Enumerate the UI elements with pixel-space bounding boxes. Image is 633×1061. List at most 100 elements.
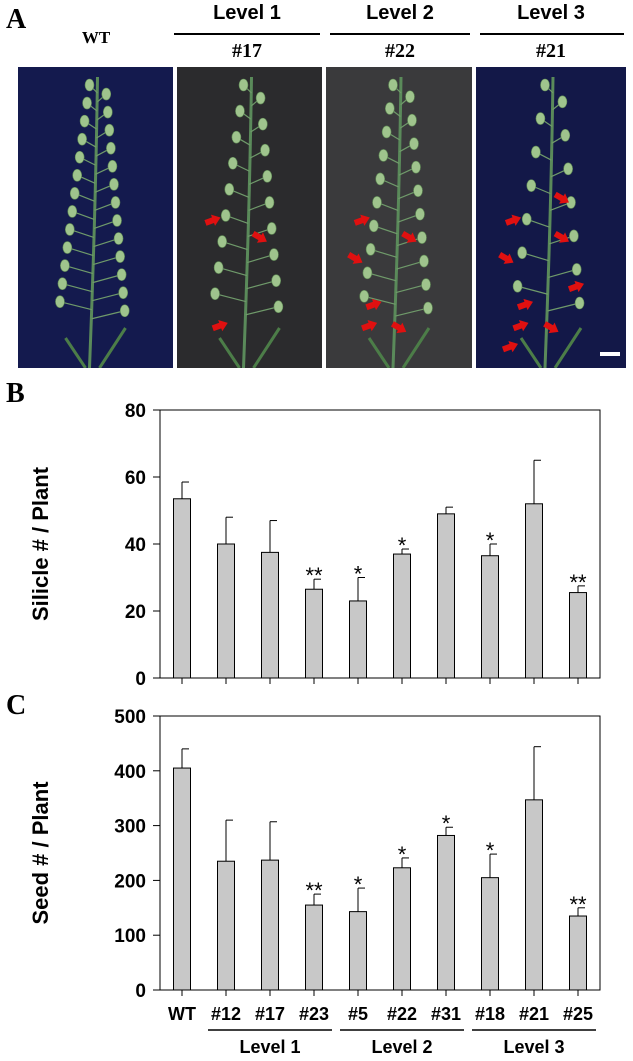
photo-header-id-22: #22 bbox=[385, 40, 415, 62]
silicle bbox=[55, 295, 65, 309]
red-arrow-icon bbox=[347, 252, 363, 264]
silicle bbox=[359, 290, 370, 303]
bar bbox=[349, 911, 367, 991]
bar bbox=[217, 543, 235, 679]
group-label: Level 2 bbox=[371, 1037, 432, 1057]
y-tick-label: 100 bbox=[114, 926, 146, 947]
scale-bar bbox=[600, 352, 620, 356]
pedicel bbox=[367, 272, 397, 282]
silicle bbox=[413, 184, 423, 197]
bar bbox=[393, 867, 411, 991]
significance-mark: * bbox=[486, 528, 495, 553]
silicle bbox=[423, 301, 433, 315]
plot-frame bbox=[159, 715, 601, 991]
photo-level2-22 bbox=[326, 67, 472, 368]
silicle bbox=[84, 78, 95, 92]
category-label: #25 bbox=[563, 1004, 593, 1024]
pedicel bbox=[548, 268, 577, 279]
category-label: #21 bbox=[519, 1004, 549, 1024]
silicle bbox=[60, 259, 70, 272]
photo-header-id-21: #21 bbox=[536, 40, 566, 62]
y-tick-label: 60 bbox=[125, 468, 146, 489]
photo-header-wt: WT bbox=[81, 28, 111, 47]
y-tick-label: 20 bbox=[125, 602, 146, 623]
y-tick-label: 200 bbox=[114, 871, 146, 892]
red-arrow-icon bbox=[553, 191, 569, 204]
panel-label-a: A bbox=[6, 4, 27, 35]
photo-header-level-3: Level 3 bbox=[517, 2, 585, 24]
red-arrow-icon bbox=[543, 321, 559, 334]
silicle bbox=[407, 113, 417, 127]
silicle bbox=[384, 102, 395, 115]
silicle bbox=[557, 95, 568, 109]
silicle bbox=[266, 222, 277, 235]
silicle bbox=[271, 274, 281, 287]
significance-mark: ** bbox=[569, 892, 587, 917]
pedicel bbox=[395, 283, 427, 294]
silicle bbox=[118, 286, 128, 299]
photo-header-id-17: #17 bbox=[232, 40, 262, 62]
silicle bbox=[220, 209, 231, 222]
silicle bbox=[72, 169, 82, 182]
silicle bbox=[238, 78, 249, 92]
silicle bbox=[381, 125, 392, 139]
bar bbox=[569, 915, 587, 991]
bar bbox=[437, 834, 455, 991]
silicle bbox=[411, 160, 421, 174]
stem bbox=[88, 76, 99, 368]
bar bbox=[481, 555, 499, 679]
silicle bbox=[540, 78, 550, 92]
category-label: WT bbox=[168, 1004, 196, 1024]
photo-header-level-1: Level 1 bbox=[213, 2, 281, 24]
photo-header-line-2 bbox=[330, 33, 470, 35]
category-label: #18 bbox=[475, 1004, 505, 1024]
photo-level3-image bbox=[476, 67, 626, 368]
significance-mark: ** bbox=[305, 563, 323, 588]
silicle bbox=[258, 117, 268, 131]
photo-wt-image bbox=[18, 67, 173, 368]
red-arrow-icon bbox=[567, 280, 584, 293]
y-tick-label: 40 bbox=[125, 535, 146, 556]
silicle bbox=[273, 300, 284, 314]
category-label: #17 bbox=[255, 1004, 285, 1024]
silicle bbox=[65, 223, 75, 236]
category-label: #31 bbox=[431, 1004, 461, 1024]
pedicel bbox=[91, 310, 125, 320]
y-tick-label: 0 bbox=[135, 981, 146, 1002]
category-label: #22 bbox=[387, 1004, 417, 1024]
pedicel bbox=[92, 292, 124, 302]
pedicel bbox=[218, 267, 247, 277]
bar bbox=[437, 513, 455, 679]
silicle bbox=[213, 261, 224, 274]
silicle bbox=[228, 156, 238, 170]
silicle bbox=[372, 196, 382, 209]
significance-mark: * bbox=[486, 838, 495, 863]
significance-mark: ** bbox=[305, 878, 323, 903]
photo-header-level-2: Level 2 bbox=[366, 2, 434, 24]
bar bbox=[305, 588, 323, 679]
y-tick-label: 80 bbox=[125, 401, 146, 422]
red-arrow-icon bbox=[390, 321, 407, 334]
photo-header-line-1 bbox=[174, 33, 320, 35]
silicle bbox=[409, 137, 419, 150]
silicle bbox=[388, 78, 398, 92]
silicle bbox=[106, 141, 116, 155]
silicle bbox=[62, 241, 73, 254]
red-arrow-icon bbox=[211, 319, 228, 332]
red-arrow-icon bbox=[365, 298, 382, 311]
silicle bbox=[362, 266, 373, 280]
silicle bbox=[571, 263, 582, 276]
bar bbox=[525, 503, 543, 679]
bar bbox=[173, 498, 191, 679]
red-arrow-icon bbox=[204, 214, 221, 226]
bar bbox=[569, 592, 587, 679]
group-label: Level 1 bbox=[239, 1037, 300, 1057]
pedicel bbox=[214, 293, 247, 303]
silicle bbox=[104, 123, 115, 137]
silicle bbox=[517, 246, 527, 259]
silicle bbox=[262, 170, 273, 183]
silicle bbox=[231, 130, 242, 144]
pedicel bbox=[547, 302, 580, 312]
silicle bbox=[115, 250, 125, 263]
